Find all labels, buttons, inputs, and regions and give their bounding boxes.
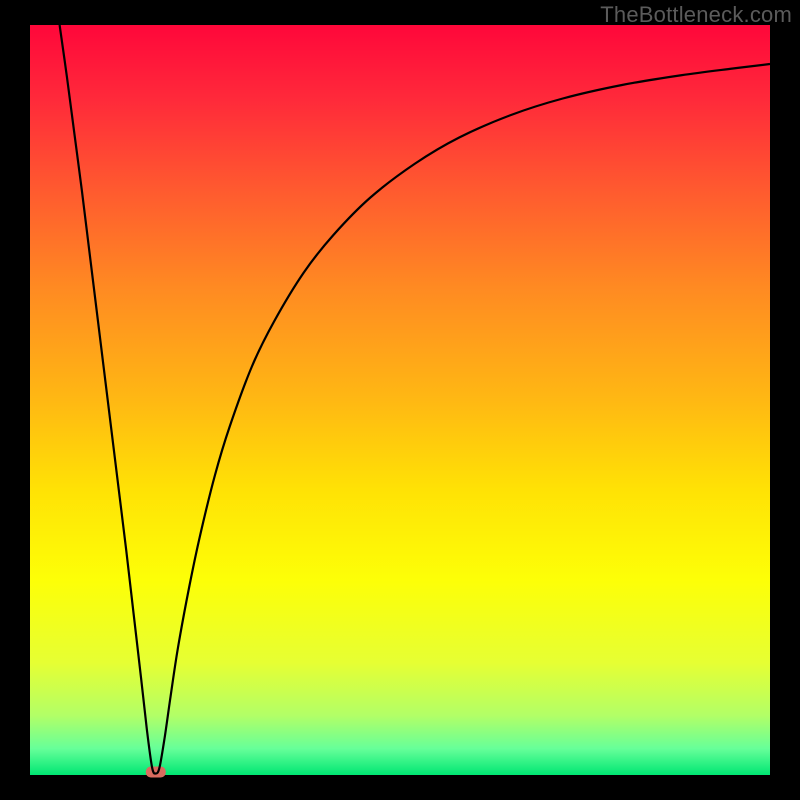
chart-background xyxy=(30,25,770,775)
optimal-point-marker xyxy=(146,767,166,778)
bottleneck-chart xyxy=(0,0,800,800)
watermark-text: TheBottleneck.com xyxy=(600,2,792,28)
chart-container: TheBottleneck.com xyxy=(0,0,800,800)
